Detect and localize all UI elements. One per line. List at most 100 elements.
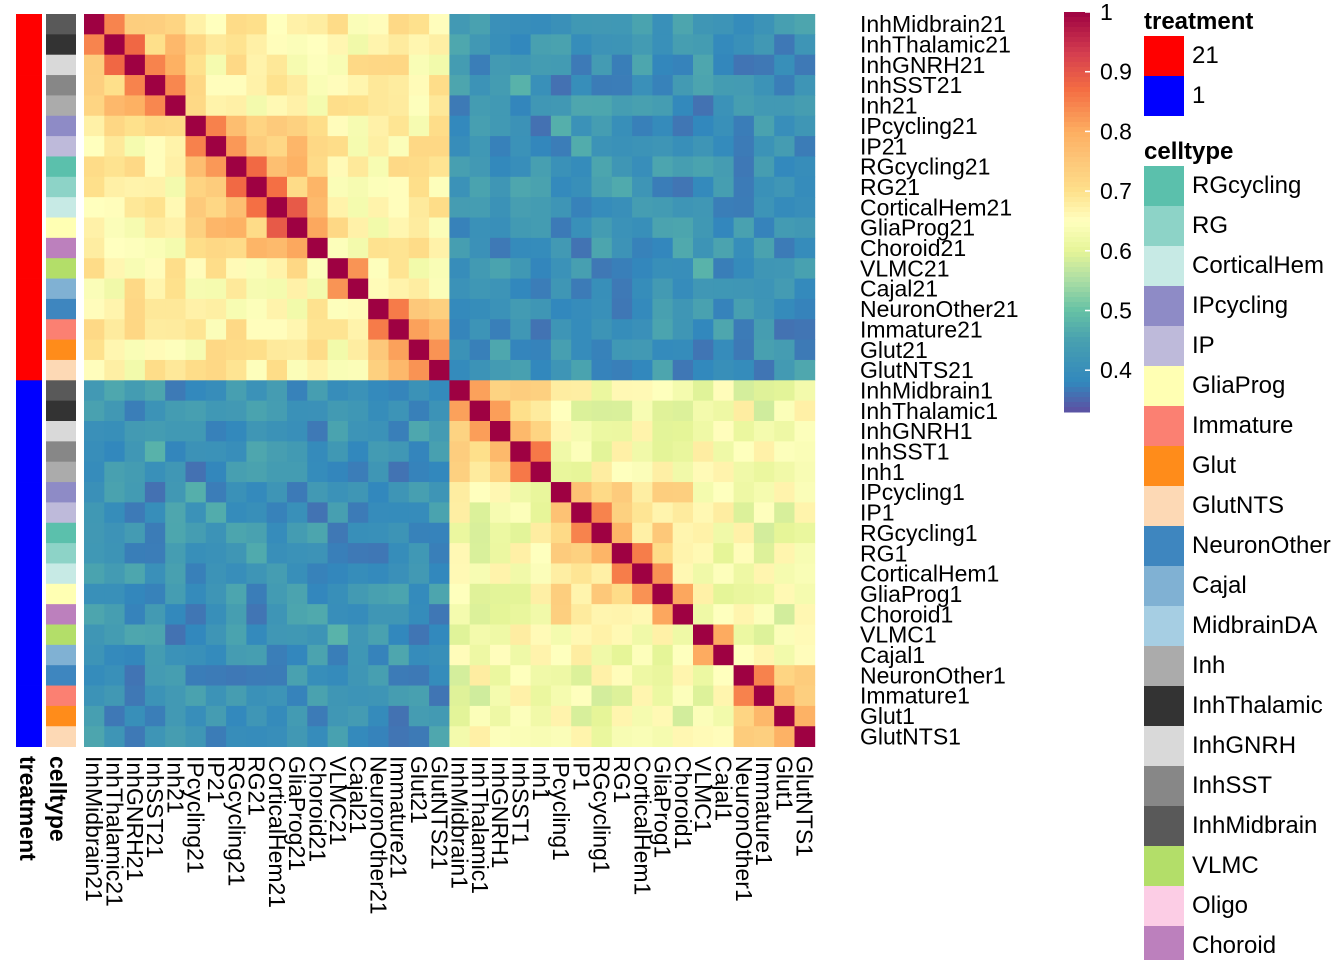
- heatmap-cell: [713, 543, 734, 564]
- heatmap-cell: [246, 583, 268, 605]
- heatmap-cell: [246, 197, 268, 218]
- heatmap-cell: [205, 54, 227, 76]
- heatmap-cell: [632, 278, 653, 300]
- heatmap-cell: [266, 644, 288, 666]
- heatmap-cell: [144, 522, 166, 544]
- heatmap-cell: [490, 14, 511, 35]
- celltype-legend: RGcycling RG CorticalHem IPcycling IP GliaPro…: [1144, 166, 1344, 960]
- heatmap-cell: [144, 54, 166, 76]
- heatmap-cell: [185, 95, 207, 117]
- colorbar-tick-label: 0.4: [1100, 357, 1132, 383]
- heatmap-cell: [287, 278, 308, 300]
- heatmap-cell: [185, 319, 207, 340]
- heatmap-cell: [530, 278, 552, 300]
- heatmap-cell: [693, 705, 714, 727]
- heatmap-cell: [408, 726, 430, 747]
- heatmap-cell: [347, 54, 369, 76]
- treatment-annotation-cell: [16, 583, 42, 605]
- heatmap-cell: [672, 644, 694, 666]
- heatmap-cell: [429, 54, 450, 76]
- heatmap-cell: [794, 319, 816, 340]
- heatmap-cell: [449, 624, 471, 646]
- heatmap-cell: [469, 197, 491, 218]
- heatmap-cell: [632, 115, 653, 137]
- heatmap-cell: [490, 115, 511, 137]
- heatmap-cell: [307, 522, 328, 544]
- treatment-annotation-cell: [16, 502, 42, 524]
- celltype-legend-swatch: [1144, 286, 1184, 326]
- heatmap-cell: [571, 319, 592, 340]
- heatmap-cell: [449, 644, 471, 666]
- heatmap-cell: [266, 726, 288, 747]
- heatmap-cell: [713, 237, 734, 259]
- heatmap-cell: [672, 421, 694, 442]
- treatment-annotation-cell: [16, 197, 42, 218]
- row-label: IPcycling1: [860, 479, 965, 505]
- heatmap-cell: [591, 359, 613, 381]
- heatmap-cell: [469, 400, 491, 422]
- row-label: RGcycling21: [860, 154, 990, 180]
- heatmap-cell: [449, 95, 471, 117]
- heatmap-cell: [550, 665, 572, 686]
- colorbar-segment: [1064, 97, 1090, 103]
- column-label: InhGNRH21: [122, 756, 148, 881]
- heatmap-cell: [469, 563, 491, 585]
- heatmap-cell: [165, 461, 186, 483]
- celltype-legend-item: MidbrainDA: [1144, 606, 1344, 646]
- heatmap-cell: [165, 95, 186, 117]
- heatmap-cell: [713, 258, 734, 279]
- treatment-legend-item: 1: [1144, 76, 1344, 116]
- heatmap-cell: [266, 75, 288, 96]
- heatmap-cell: [388, 543, 410, 564]
- heatmap-cell: [550, 502, 572, 524]
- heatmap-cell: [469, 319, 491, 340]
- heatmap-cell: [510, 298, 531, 320]
- heatmap-cell: [205, 604, 227, 625]
- celltype-annotation-cell: [46, 14, 76, 35]
- celltype-legend-swatch: [1144, 886, 1184, 926]
- heatmap-cell: [530, 604, 552, 625]
- heatmap-cell: [84, 359, 105, 381]
- heatmap-cell: [672, 54, 694, 76]
- heatmap-cell: [246, 95, 268, 117]
- heatmap-cell: [733, 258, 755, 279]
- heatmap-cell: [124, 278, 146, 300]
- heatmap-cell: [571, 258, 592, 279]
- heatmap-cell: [124, 359, 146, 381]
- heatmap-cell: [469, 380, 491, 402]
- heatmap-cell: [733, 298, 755, 320]
- heatmap-cell: [469, 176, 491, 198]
- heatmap-cell: [226, 75, 247, 96]
- heatmap-cell: [104, 34, 125, 56]
- heatmap-cell: [672, 543, 694, 564]
- heatmap-cell: [571, 380, 592, 402]
- heatmap-cell: [652, 563, 674, 585]
- row-label: IP21: [860, 133, 907, 159]
- heatmap-cell: [246, 726, 268, 747]
- heatmap-cell: [632, 502, 653, 524]
- heatmap-cell: [185, 665, 207, 686]
- heatmap-cell: [165, 522, 186, 544]
- heatmap-cell: [388, 258, 410, 279]
- heatmap-cell: [571, 522, 592, 544]
- heatmap-cell: [327, 502, 349, 524]
- heatmap-cell: [469, 543, 491, 564]
- celltype-legend-item: Glut: [1144, 446, 1344, 486]
- heatmap-cell: [753, 604, 775, 625]
- heatmap-cell: [652, 461, 674, 483]
- heatmap-cell: [327, 156, 349, 178]
- heatmap-cell: [287, 583, 308, 605]
- heatmap-cell: [672, 705, 694, 727]
- heatmap-cell: [530, 95, 552, 117]
- heatmap-cell: [713, 197, 734, 218]
- heatmap-cell: [266, 400, 288, 422]
- heatmap-cell: [388, 380, 410, 402]
- heatmap-cell: [652, 604, 674, 625]
- heatmap-cell: [185, 705, 207, 727]
- heatmap-cell: [165, 339, 186, 361]
- heatmap-cell: [205, 156, 227, 178]
- heatmap-cell: [165, 441, 186, 463]
- colorbar-segment: [1064, 152, 1090, 158]
- heatmap-cell: [104, 258, 125, 279]
- heatmap-cell: [652, 339, 674, 361]
